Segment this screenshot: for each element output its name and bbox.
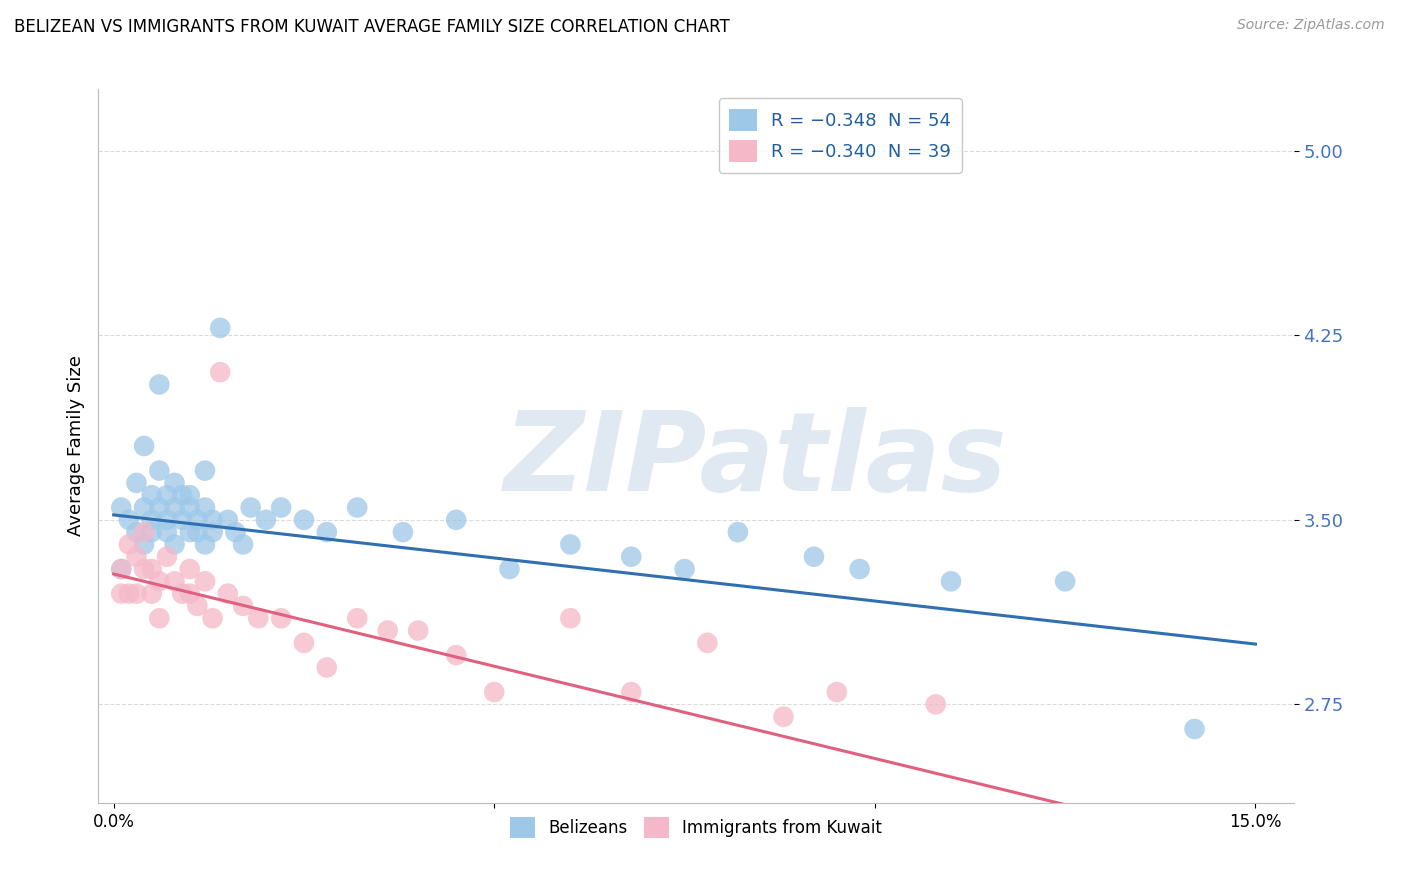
Point bbox=[179, 562, 201, 576]
Point bbox=[673, 562, 696, 576]
Point bbox=[132, 500, 155, 515]
Point bbox=[125, 475, 148, 490]
Point bbox=[392, 525, 415, 540]
Point bbox=[186, 525, 208, 540]
Point bbox=[156, 488, 179, 502]
Text: Source: ZipAtlas.com: Source: ZipAtlas.com bbox=[1237, 18, 1385, 32]
Y-axis label: Average Family Size: Average Family Size bbox=[66, 356, 84, 536]
Point bbox=[125, 587, 148, 601]
Point bbox=[118, 587, 141, 601]
Point bbox=[110, 500, 132, 515]
Point bbox=[141, 513, 163, 527]
Point bbox=[172, 513, 194, 527]
Point bbox=[1184, 722, 1206, 736]
Point bbox=[156, 525, 179, 540]
Point bbox=[270, 611, 292, 625]
Point bbox=[141, 488, 163, 502]
Point bbox=[148, 611, 170, 625]
Point bbox=[292, 636, 315, 650]
Point bbox=[141, 587, 163, 601]
Point bbox=[132, 562, 155, 576]
Point bbox=[132, 525, 155, 540]
Point bbox=[620, 685, 643, 699]
Text: ZIPatlas: ZIPatlas bbox=[503, 407, 1008, 514]
Point bbox=[132, 537, 155, 551]
Point bbox=[377, 624, 399, 638]
Point bbox=[125, 525, 148, 540]
Point bbox=[148, 377, 170, 392]
Point bbox=[444, 648, 467, 662]
Point bbox=[217, 587, 239, 601]
Point bbox=[118, 513, 141, 527]
Point bbox=[148, 464, 170, 478]
Point bbox=[118, 537, 141, 551]
Point bbox=[163, 475, 186, 490]
Point bbox=[141, 525, 163, 540]
Point bbox=[163, 537, 186, 551]
Point bbox=[179, 500, 201, 515]
Point bbox=[209, 365, 232, 379]
Point bbox=[239, 500, 262, 515]
Point bbox=[186, 599, 208, 613]
Point bbox=[179, 488, 201, 502]
Point bbox=[148, 574, 170, 589]
Point bbox=[201, 611, 224, 625]
Point bbox=[110, 562, 132, 576]
Point bbox=[292, 513, 315, 527]
Point bbox=[825, 685, 848, 699]
Point bbox=[254, 513, 277, 527]
Point bbox=[156, 549, 179, 564]
Point bbox=[179, 587, 201, 601]
Point bbox=[727, 525, 749, 540]
Point bbox=[498, 562, 520, 576]
Point bbox=[148, 500, 170, 515]
Point bbox=[247, 611, 270, 625]
Point bbox=[141, 562, 163, 576]
Point bbox=[803, 549, 825, 564]
Point bbox=[172, 587, 194, 601]
Point bbox=[209, 321, 232, 335]
Point bbox=[315, 525, 337, 540]
Point bbox=[346, 611, 368, 625]
Legend: Belizeans, Immigrants from Kuwait: Belizeans, Immigrants from Kuwait bbox=[503, 811, 889, 845]
Point bbox=[163, 500, 186, 515]
Point bbox=[484, 685, 506, 699]
Point bbox=[270, 500, 292, 515]
Point bbox=[156, 513, 179, 527]
Point bbox=[848, 562, 870, 576]
Point bbox=[560, 611, 582, 625]
Point bbox=[346, 500, 368, 515]
Point bbox=[444, 513, 467, 527]
Point bbox=[232, 537, 254, 551]
Point bbox=[110, 562, 132, 576]
Point bbox=[696, 636, 718, 650]
Point bbox=[194, 500, 217, 515]
Text: BELIZEAN VS IMMIGRANTS FROM KUWAIT AVERAGE FAMILY SIZE CORRELATION CHART: BELIZEAN VS IMMIGRANTS FROM KUWAIT AVERA… bbox=[14, 18, 730, 36]
Point bbox=[194, 574, 217, 589]
Point bbox=[201, 513, 224, 527]
Point bbox=[1054, 574, 1077, 589]
Point bbox=[186, 513, 208, 527]
Point bbox=[163, 574, 186, 589]
Point bbox=[620, 549, 643, 564]
Point bbox=[110, 587, 132, 601]
Point bbox=[406, 624, 429, 638]
Point bbox=[179, 525, 201, 540]
Point bbox=[939, 574, 962, 589]
Point bbox=[172, 488, 194, 502]
Point bbox=[194, 537, 217, 551]
Point bbox=[1077, 808, 1099, 822]
Point bbox=[560, 537, 582, 551]
Point bbox=[194, 464, 217, 478]
Point bbox=[224, 525, 246, 540]
Point bbox=[217, 513, 239, 527]
Point bbox=[315, 660, 337, 674]
Point bbox=[201, 525, 224, 540]
Point bbox=[132, 439, 155, 453]
Point bbox=[125, 549, 148, 564]
Point bbox=[772, 709, 794, 723]
Point bbox=[925, 698, 948, 712]
Point bbox=[232, 599, 254, 613]
